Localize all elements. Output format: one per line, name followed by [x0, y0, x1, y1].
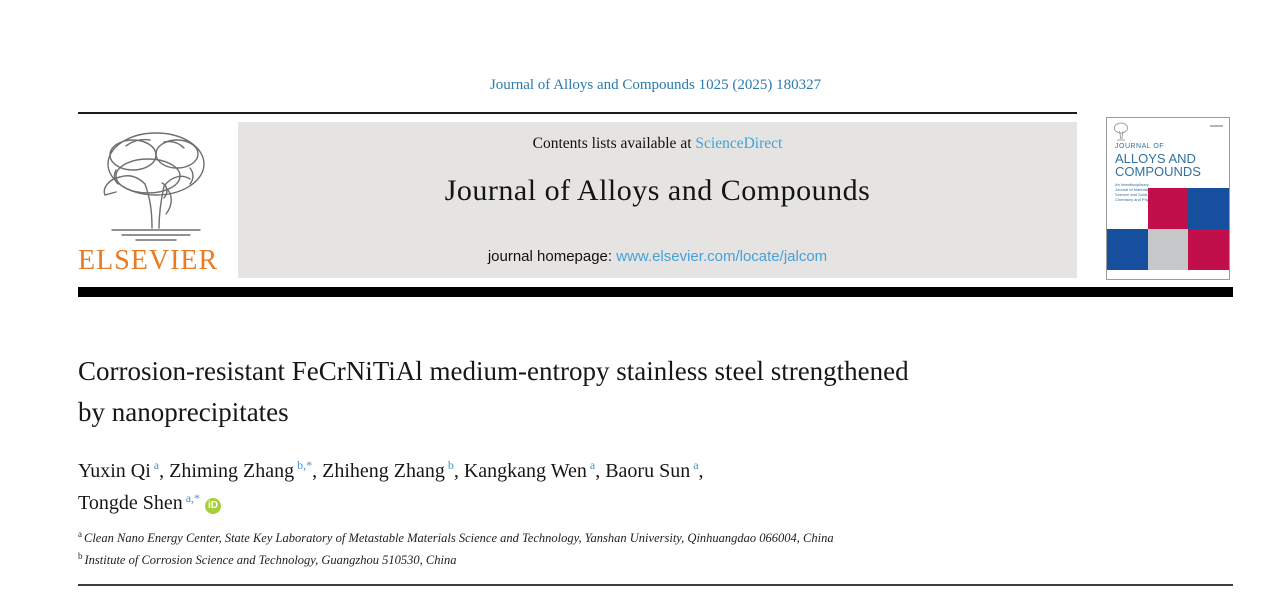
author-affil-marker: b	[447, 458, 454, 472]
author-affil-marker: a	[693, 458, 699, 472]
journal-cover-thumbnail: JOURNAL OF ALLOYS AND COMPOUNDS An Inter…	[1106, 117, 1230, 280]
author: Kangkang Wen a,	[463, 458, 606, 482]
affiliation-text: Clean Nano Energy Center, State Key Labo…	[84, 531, 834, 546]
author-list: Yuxin Qi a, Zhiming Zhang b,*, Zhiheng Zha…	[78, 452, 998, 517]
affiliation-list: a Clean Nano Energy Center, State Key Lab…	[78, 526, 1078, 569]
affiliation: a Clean Nano Energy Center, State Key Lab…	[78, 526, 1078, 548]
orcid-icon[interactable]: iD	[205, 498, 222, 515]
homepage-prefix: journal homepage:	[487, 248, 617, 265]
affiliation: b Institute of Corrosion Science and Tech…	[78, 548, 1078, 570]
homepage-link[interactable]: www.elsevier.com/locate/jalcom	[616, 248, 828, 265]
author-name: Kangkang Wen	[463, 459, 587, 482]
author-name: Yuxin Qi	[78, 459, 151, 482]
contents-prefix: Contents lists available at	[532, 135, 696, 152]
author: Tongde Shen a,*	[78, 490, 201, 515]
author-affil-marker: a	[153, 458, 160, 472]
section-divider-rule	[78, 584, 1233, 586]
author-name: Zhiming Zhang	[169, 459, 295, 482]
header-top-rule	[78, 112, 1077, 114]
author: Zhiheng Zhang b,	[322, 458, 464, 482]
cover-square-crimson	[1188, 229, 1229, 270]
cover-issn-text	[1210, 125, 1223, 127]
affiliation-marker: b	[78, 550, 83, 561]
author-affil-marker: b,*	[297, 458, 313, 472]
cover-square-navy	[1188, 188, 1229, 229]
cover-square-gray	[1147, 229, 1189, 270]
cover-title-line3: COMPOUNDS	[1115, 164, 1201, 179]
article-title: Corrosion-resistant FeCrNiTiAl medium-en…	[78, 356, 909, 427]
cover-tree-icon	[1114, 122, 1128, 141]
elsevier-wordmark: ELSEVIER	[78, 245, 219, 276]
cover-square-navy	[1107, 229, 1148, 270]
homepage-line: journal homepage: www.elsevier.com/locat…	[238, 248, 1077, 265]
elsevier-tree-icon	[103, 132, 205, 241]
author-name: Tongde Shen	[78, 492, 183, 515]
journal-header-band: Contents lists available at ScienceDirec…	[238, 122, 1077, 278]
author-name: Zhiheng Zhang	[322, 459, 445, 482]
author: Zhiming Zhang b,*,	[169, 458, 323, 482]
cover-square-crimson	[1147, 188, 1189, 229]
journal-citation-line: Journal of Alloys and Compounds 1025 (20…	[489, 77, 822, 93]
author: Baoru Sun a,	[605, 458, 704, 482]
cover-title-line2: ALLOYS AND	[1115, 151, 1196, 166]
author-name: Baoru Sun	[605, 459, 691, 482]
sciencedirect-link[interactable]: ScienceDirect	[695, 135, 783, 152]
cover-title-line1: JOURNAL OF	[1115, 143, 1165, 150]
affiliation-marker: a	[78, 529, 82, 539]
author-affil-marker: a,*	[185, 490, 201, 505]
affiliation-text: Institute of Corrosion Science and Techn…	[84, 552, 457, 567]
contents-line: Contents lists available at ScienceDirec…	[238, 135, 1077, 153]
author: Yuxin Qi a,	[78, 458, 170, 482]
cover-subtitle: An Interdisciplinary Journal of Material…	[1115, 182, 1158, 202]
elsevier-logo: ELSEVIER	[78, 122, 234, 278]
author-affil-marker: a	[589, 458, 596, 472]
journal-name: Journal of Alloys and Compounds	[444, 174, 871, 207]
header-bottom-bar	[78, 287, 1233, 297]
